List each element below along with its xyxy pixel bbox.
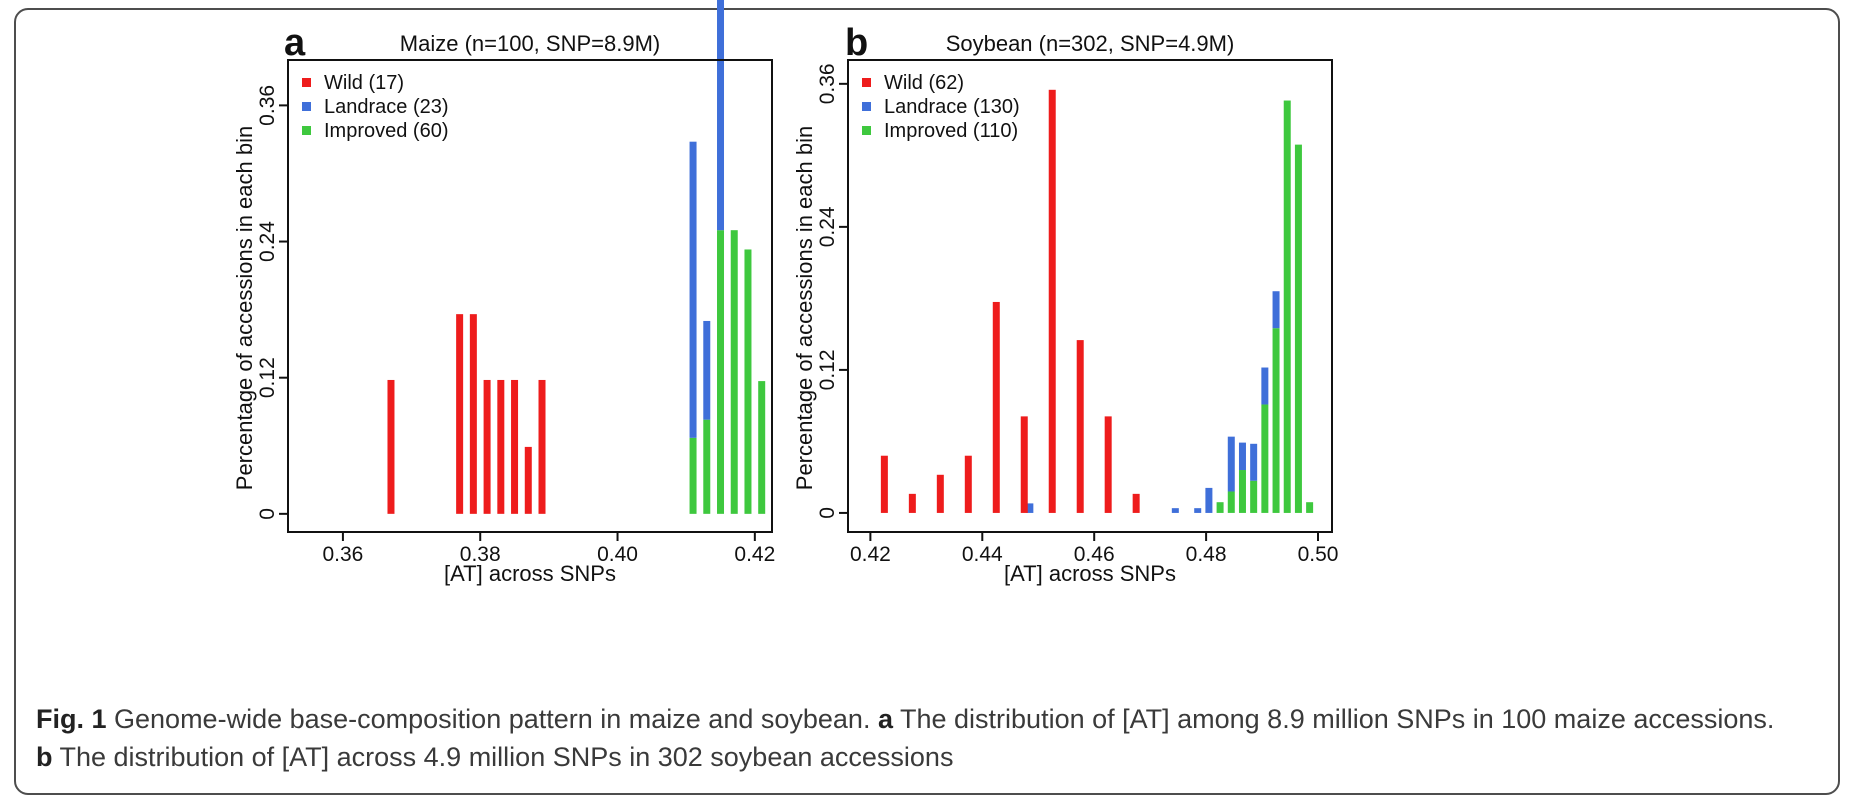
bar-wild (456, 314, 464, 514)
x-tick-label: 0.42 (734, 543, 775, 566)
bar-landrace (1171, 508, 1179, 513)
bar-wild (511, 379, 519, 514)
caption-fig-label: Fig. 1 (36, 704, 107, 734)
plot-frame (847, 59, 1333, 533)
y-tick-label: 0.36 (256, 85, 279, 126)
legend-label: Landrace (130) (884, 96, 1020, 118)
bar-landrace (1205, 487, 1213, 513)
bar-landrace (1238, 442, 1246, 471)
legend-label: Improved (60) (324, 120, 449, 142)
legend-swatch (302, 78, 311, 87)
legend-swatch (302, 102, 311, 111)
figure-frame (14, 8, 1840, 795)
bar-landrace (1250, 443, 1258, 481)
bar-improved (1216, 502, 1224, 513)
bar-improved (1294, 144, 1302, 513)
bar-landrace (1272, 291, 1280, 329)
chart-title: Maize (n=100, SNP=8.9M) (400, 31, 660, 56)
panel-b-chart: 0.42 0.44 0.46 0.48 0.50 0 0.12 0.24 0.36 [AT] ac… (792, 22, 1338, 586)
caption-a-label: a (877, 704, 893, 734)
panel-letter: a (284, 22, 306, 64)
x-tick-label: 0.42 (850, 543, 891, 566)
bar-wild (936, 474, 944, 513)
panel-letter: b (845, 22, 868, 64)
y-axis-label: Percentage of accessions in each bin (792, 126, 817, 490)
bar-improved (717, 230, 725, 514)
bar-improved (703, 419, 711, 514)
bar-wild (880, 455, 888, 513)
bar-wild (387, 379, 395, 514)
bar-wild (964, 455, 972, 513)
y-tick-label: 0.24 (256, 221, 279, 262)
legend-swatch (302, 126, 311, 135)
bar-improved (730, 230, 738, 514)
bar-landrace (1227, 436, 1235, 492)
x-tick-label: 0.40 (597, 543, 638, 566)
caption-b-text: The distribution of [AT] across 4.9 mill… (52, 742, 954, 772)
caption-b-label: b (36, 742, 53, 772)
bar-improved (1261, 404, 1269, 513)
caption-fig-text: Genome-wide base-composition pattern in … (106, 704, 878, 734)
x-axis-label: [AT] across SNPs (444, 561, 616, 586)
x-axis-label: [AT] across SNPs (1004, 561, 1176, 586)
y-axis-label: Percentage of accessions in each bin (232, 126, 257, 490)
caption-a-text: The distribution of [AT] among 8.9 milli… (892, 704, 1775, 734)
x-tick-label: 0.44 (962, 543, 1003, 566)
bar-landrace (689, 141, 697, 438)
bar-wild (1076, 340, 1084, 513)
y-tick-label: 0 (816, 507, 839, 519)
bar-improved (689, 437, 697, 514)
x-tick-label: 0.50 (1298, 543, 1339, 566)
x-tick-label: 0.48 (1186, 543, 1227, 566)
x-tick-label: 0.36 (322, 543, 363, 566)
legend-swatch (862, 102, 871, 111)
figure-caption: Fig. 1 Genome-wide base-composition patt… (36, 700, 1826, 776)
panel-a-chart: 0.36 0.38 0.40 0.42 0 0.12 0.24 0.36 [AT] across… (232, 0, 775, 586)
legend-label: Landrace (23) (324, 96, 449, 118)
y-tick-label: 0.36 (816, 63, 839, 104)
legend-swatch (862, 126, 871, 135)
x-tick-label: 0.38 (460, 543, 501, 566)
bar-improved (1227, 491, 1235, 513)
bar-landrace (717, 0, 725, 231)
bar-wild (1104, 416, 1112, 513)
bar-wild (992, 301, 1000, 513)
bar-wild (524, 446, 532, 514)
bar-improved (1306, 502, 1314, 513)
plot-frame (287, 59, 773, 533)
bar-landrace (703, 320, 711, 420)
bar-improved (1238, 470, 1246, 513)
y-tick-label: 0.12 (816, 349, 839, 390)
bar-wild (469, 314, 477, 514)
caption-line-2: b The distribution of [AT] across 4.9 mi… (36, 738, 1826, 776)
chart-title: Soybean (n=302, SNP=4.9M) (946, 31, 1235, 56)
bar-landrace (1261, 367, 1269, 405)
bar-wild (1048, 89, 1056, 513)
bar-improved (1272, 328, 1280, 513)
x-tick-label: 0.46 (1074, 543, 1115, 566)
legend-label: Wild (17) (324, 72, 404, 94)
bar-improved (758, 381, 766, 514)
bar-improved (1283, 100, 1291, 513)
y-tick-label: 0.12 (256, 357, 279, 398)
y-tick-label: 0 (256, 508, 279, 520)
legend-label: Improved (110) (884, 120, 1018, 142)
bar-wild (497, 379, 505, 514)
bar-wild (538, 379, 546, 514)
caption-line-1: Fig. 1 Genome-wide base-composition patt… (36, 700, 1826, 738)
bar-landrace (1194, 508, 1202, 513)
bar-wild (483, 379, 491, 514)
bar-wild (908, 493, 916, 513)
bar-improved (744, 249, 752, 514)
bar-wild (1132, 493, 1140, 513)
legend-swatch (862, 78, 871, 87)
bar-wild (1020, 416, 1028, 513)
legend-label: Wild (62) (884, 72, 964, 94)
bar-landrace (1026, 503, 1034, 513)
y-tick-label: 0.24 (816, 206, 839, 247)
bar-improved (1250, 480, 1258, 513)
